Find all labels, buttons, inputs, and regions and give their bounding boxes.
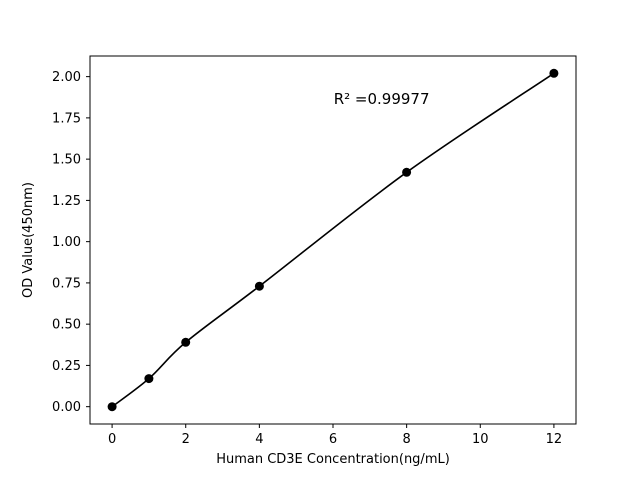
y-tick-label: 1.75 [52, 111, 81, 126]
x-tick-label: 0 [108, 432, 116, 447]
x-tick-label: 6 [329, 432, 337, 447]
data-point-marker [254, 281, 264, 291]
r-squared-annotation: R² =0.99977 [334, 90, 430, 108]
y-tick-label: 0.25 [52, 359, 81, 374]
y-tick-label: 1.25 [52, 194, 81, 209]
data-point-marker [107, 402, 117, 412]
data-point-marker [402, 167, 412, 177]
x-axis-label: Human CD3E Concentration(ng/mL) [216, 452, 450, 467]
data-point-marker [549, 68, 559, 78]
x-tick-label: 8 [402, 432, 410, 447]
y-tick-label: 1.00 [52, 235, 81, 250]
y-tick-label: 0.75 [52, 276, 81, 291]
y-axis-label: OD Value(450nm) [21, 182, 36, 298]
x-tick-label: 10 [472, 432, 489, 447]
x-tick-label: 4 [255, 432, 263, 447]
y-tick-label: 0.00 [52, 400, 81, 415]
y-tick-label: 2.00 [52, 70, 81, 85]
x-tick-label: 12 [546, 432, 563, 447]
data-point-marker [144, 374, 154, 384]
plot-area [89, 55, 577, 425]
data-point-marker [181, 337, 191, 347]
y-tick-label: 0.50 [52, 318, 81, 333]
x-tick-label: 2 [182, 432, 190, 447]
y-tick-label: 1.50 [52, 153, 81, 168]
